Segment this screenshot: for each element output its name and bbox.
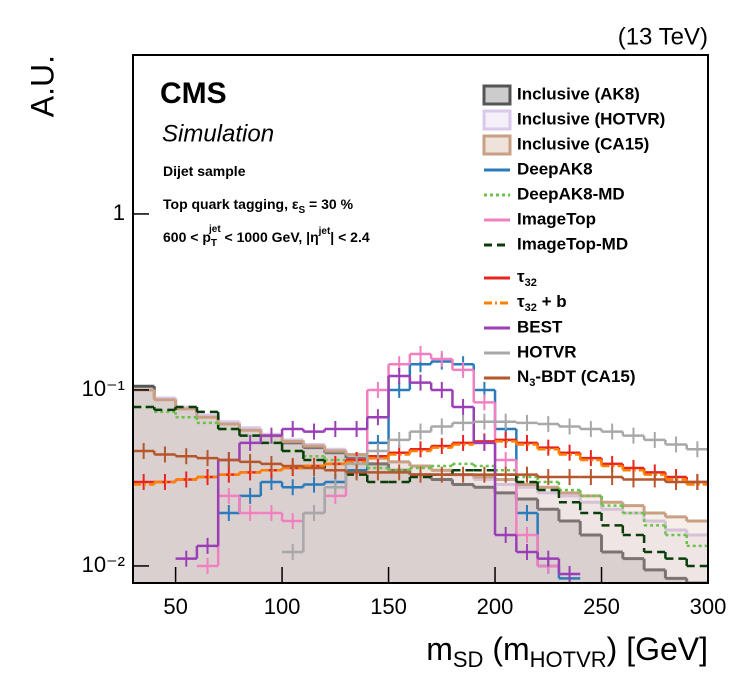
histogram-fill: [665, 578, 687, 583]
status: Simulation: [162, 120, 274, 147]
histogram-fill: [580, 495, 602, 583]
histogram-fill: [409, 465, 432, 583]
histogram-fill: [601, 502, 623, 583]
histogram-fill: [324, 450, 346, 583]
histogram-fill: [409, 474, 432, 583]
legend-label-part: 32: [525, 302, 537, 314]
legend-swatch: [482, 84, 512, 106]
histogram-fill: [644, 521, 666, 583]
histogram-fill: [367, 463, 389, 583]
legend-label: τ32 + b: [517, 292, 567, 313]
histogram-fill: [154, 399, 176, 583]
y-axis-label: A.U.: [24, 55, 60, 117]
histogram-fill: [452, 474, 474, 583]
legend-label-part: + b: [537, 292, 567, 311]
x-tick-label: 200: [477, 594, 514, 619]
histogram-fill: [431, 470, 453, 583]
legend-label-part: 32: [525, 277, 537, 289]
legend-label: HOTVR: [517, 342, 577, 361]
legend-label: ImageTop-MD: [517, 234, 628, 253]
histogram-fill: [282, 442, 304, 583]
histogram-fill: [473, 487, 496, 583]
histogram-fill: [388, 470, 410, 583]
histogram-fill: [345, 454, 368, 583]
legend-swatch: [482, 134, 512, 156]
histogram-fill: [282, 439, 304, 583]
annotation: 600 < pTjet < 1000 GeV, |ηjet| < 2.4: [163, 224, 370, 249]
histogram-fill: [558, 495, 581, 583]
legend-label: Inclusive (CA15): [517, 134, 649, 153]
x-tick-label: 250: [583, 594, 620, 619]
histogram-fill: [154, 397, 176, 583]
histogram-fill: [580, 534, 602, 583]
histogram-fill: [601, 552, 623, 583]
histogram-fill: [473, 477, 496, 583]
histogram-fill: [367, 458, 389, 583]
histogram-fill: [282, 441, 304, 583]
annotation: Dijet sample: [163, 163, 246, 179]
histogram-fill: [686, 521, 708, 583]
histogram-fill: [431, 470, 453, 583]
experiment: CMS: [160, 77, 227, 110]
legend-label-part: -BDT (CA15): [535, 367, 635, 386]
histogram-fill: [473, 479, 496, 583]
histogram-fill: [175, 407, 197, 583]
histogram-fill: [644, 512, 666, 583]
histogram-fill: [686, 534, 708, 583]
histogram-fill: [154, 397, 176, 583]
x-axis-label: mSD (mHOTVR) [GeV]: [426, 631, 708, 671]
histogram-fill: [580, 502, 602, 583]
histogram-fill: [537, 509, 559, 583]
energy-label: (13 TeV): [618, 23, 708, 50]
histogram-fill: [431, 479, 453, 583]
histogram-fill: [367, 458, 389, 583]
legend-label: BEST: [517, 317, 563, 336]
legend-label: DeepAK8: [517, 159, 593, 178]
histogram-fill: [622, 558, 645, 583]
histogram-fill: [665, 530, 687, 583]
histogram-fill: [644, 569, 666, 583]
histogram-fill: [324, 452, 346, 583]
histogram-fill: [409, 465, 432, 583]
histogram-fill: [345, 458, 368, 583]
legend-label: ImageTop: [517, 209, 596, 228]
legend-swatch: [482, 109, 512, 131]
legend-label: τ32: [517, 267, 537, 288]
histogram-fill: [601, 509, 623, 583]
legend-label-part: τ: [517, 267, 525, 286]
y-tick-label: 10⁻²: [82, 552, 125, 577]
plot-frame: [132, 54, 709, 584]
legend-label: Inclusive (AK8): [517, 84, 640, 103]
x-tick-label: 300: [690, 594, 727, 619]
legend-label-part: τ: [517, 292, 525, 311]
histogram-fill: [175, 408, 197, 583]
plot-area: [133, 346, 708, 583]
histogram-fill: [452, 474, 474, 583]
histogram-fill: [558, 492, 581, 583]
histogram-fill: [622, 512, 645, 583]
legend-label-part: 3: [529, 377, 535, 389]
histogram-fill: [665, 516, 687, 583]
legend-label: DeepAK8-MD: [517, 184, 625, 203]
x-tick-label: 150: [370, 594, 407, 619]
x-tick-label: 50: [163, 594, 187, 619]
histogram-fill: [622, 505, 645, 583]
histogram-fill: [175, 407, 197, 583]
histogram-fill: [388, 461, 410, 583]
legend-label: N3-BDT (CA15): [517, 367, 636, 388]
annotation: Top quark tagging, εS = 30 %: [163, 196, 354, 216]
legend-label: Inclusive (HOTVR): [517, 109, 665, 128]
histogram-fill: [388, 461, 410, 583]
x-tick-label: 100: [264, 594, 301, 619]
histogram-fill: [452, 484, 474, 583]
legend-label-part: N: [517, 367, 529, 386]
y-tick-label: 10⁻¹: [82, 376, 125, 401]
histogram-fill: [558, 521, 581, 583]
y-tick-label: 1: [113, 200, 125, 225]
histogram-fill: [345, 454, 368, 583]
histogram-fill: [537, 492, 559, 583]
